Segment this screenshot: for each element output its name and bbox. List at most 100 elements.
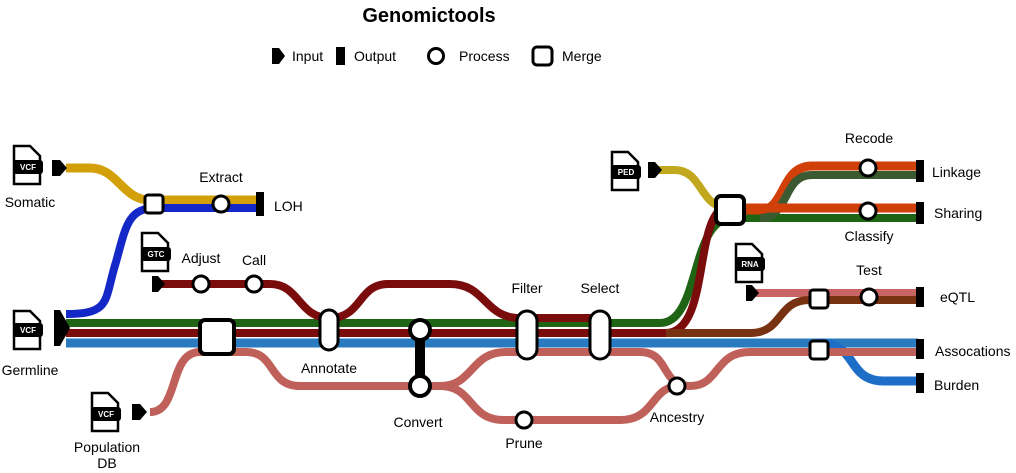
- output-label: eQTL: [940, 289, 975, 305]
- process-label: Prune: [505, 435, 543, 451]
- process-extract[interactable]: Extract: [199, 169, 243, 214]
- file-type-label: RNA: [741, 260, 759, 269]
- process-connector: [415, 323, 425, 393]
- process-call[interactable]: Call: [242, 252, 266, 294]
- input-arrow-icon: [52, 160, 67, 176]
- process-node: [211, 194, 231, 214]
- input-arrow-icon: [54, 310, 70, 346]
- output-label: Burden: [934, 377, 979, 393]
- process-filter[interactable]: Filter: [511, 280, 543, 361]
- input-arrow-icon: [152, 276, 165, 292]
- output-burden[interactable]: Burden: [916, 373, 979, 393]
- file-type-label: GTC: [148, 250, 165, 259]
- file-tag: [735, 257, 765, 271]
- output-bar-icon: [916, 202, 924, 224]
- track-gtc: [160, 280, 600, 322]
- input-gtc[interactable]: GTC: [140, 231, 171, 292]
- output-linkage[interactable]: Linkage: [916, 160, 981, 182]
- input-somatic[interactable]: VCF Somatic: [5, 144, 67, 210]
- process-label: Extract: [199, 169, 243, 185]
- process-classify[interactable]: Classify: [844, 201, 894, 244]
- input-somatic-label: Somatic: [5, 194, 56, 210]
- legend-merge-icon: [531, 45, 554, 67]
- process-ancestry[interactable]: Ancestry: [650, 376, 704, 425]
- process-select[interactable]: Select: [581, 280, 620, 361]
- input-germline[interactable]: VCF Germline: [2, 309, 70, 378]
- process-node: [514, 410, 534, 430]
- file-tag: [13, 323, 43, 337]
- legend-output-label: Output: [354, 48, 396, 64]
- process-label: Call: [242, 252, 266, 268]
- process-label: Classify: [844, 228, 893, 244]
- input-population[interactable]: VCF Population DB: [74, 391, 147, 471]
- input-germline-label: Germline: [2, 362, 59, 378]
- process-prune[interactable]: Prune: [505, 410, 543, 451]
- output-bar-icon: [916, 160, 924, 182]
- output-bar-icon: [256, 192, 264, 216]
- merge-node-associations[interactable]: [808, 339, 830, 361]
- input-arrow-icon: [132, 404, 147, 420]
- file-type-label: VCF: [20, 326, 36, 335]
- process-node: [191, 274, 211, 294]
- diagram-title: Genomictools: [362, 5, 495, 27]
- process-node: [318, 308, 340, 352]
- output-eqtl[interactable]: eQTL: [916, 287, 975, 307]
- process-label: Recode: [845, 130, 893, 146]
- output-bar-icon: [916, 339, 924, 359]
- output-associations[interactable]: Assocations: [916, 339, 1010, 359]
- process-node: [858, 201, 878, 221]
- legend-process-label: Process: [459, 48, 510, 64]
- process-label: Ancestry: [650, 409, 704, 425]
- process-convert[interactable]: Convert: [393, 318, 443, 430]
- output-sharing[interactable]: Sharing: [916, 202, 982, 224]
- track-linkage-green: [759, 171, 918, 222]
- process-label: Test: [856, 262, 882, 278]
- track-population: [149, 348, 918, 416]
- process-node: [515, 309, 539, 361]
- process-label: Adjust: [182, 250, 221, 266]
- process-node: [858, 158, 878, 178]
- process-label: Select: [581, 280, 620, 296]
- process-label: Convert: [393, 414, 442, 430]
- tracks: [65, 161, 918, 424]
- process-annotate[interactable]: Annotate: [301, 308, 357, 376]
- merge-node-loh[interactable]: [143, 193, 165, 215]
- input-arrow-icon: [648, 162, 662, 178]
- process-adjust[interactable]: Adjust: [182, 250, 221, 294]
- track-burden: [819, 338, 918, 386]
- process-node: [408, 374, 432, 398]
- process-node: [244, 274, 264, 294]
- merge-node-germline[interactable]: [198, 318, 236, 356]
- merge-node-eqtl[interactable]: [808, 288, 830, 310]
- track-eqtl-brown: [666, 296, 918, 337]
- track-germline-loh: [65, 204, 262, 318]
- process-test[interactable]: Test: [856, 262, 882, 307]
- input-ped[interactable]: PED: [610, 150, 662, 192]
- file-type-label: VCF: [20, 163, 36, 172]
- merge-node-family[interactable]: [714, 194, 746, 226]
- input-rna[interactable]: RNA: [734, 242, 765, 301]
- legend: Input Output Process Merge: [272, 45, 602, 67]
- process-node: [408, 318, 432, 342]
- process-label: Filter: [511, 280, 542, 296]
- output-label: LOH: [274, 198, 303, 214]
- file-type-label: PED: [618, 168, 635, 177]
- output-bar-icon: [916, 287, 924, 307]
- output-bar-icon: [916, 373, 924, 393]
- file-tag: [611, 165, 641, 179]
- output-label: Sharing: [934, 205, 982, 221]
- legend-process-icon: [427, 47, 445, 65]
- output-label: Linkage: [932, 164, 981, 180]
- process-recode[interactable]: Recode: [845, 130, 893, 178]
- legend-input-icon: [272, 48, 285, 64]
- file-tag: [13, 160, 43, 174]
- file-type-label: VCF: [98, 410, 114, 419]
- process-node: [667, 376, 687, 396]
- input-population-label-1: Population: [74, 439, 140, 455]
- output-label: Assocations: [935, 343, 1010, 359]
- input-arrow-icon: [746, 285, 759, 301]
- legend-input-label: Input: [292, 48, 323, 64]
- output-loh[interactable]: LOH: [256, 192, 303, 216]
- track-prune: [439, 382, 681, 424]
